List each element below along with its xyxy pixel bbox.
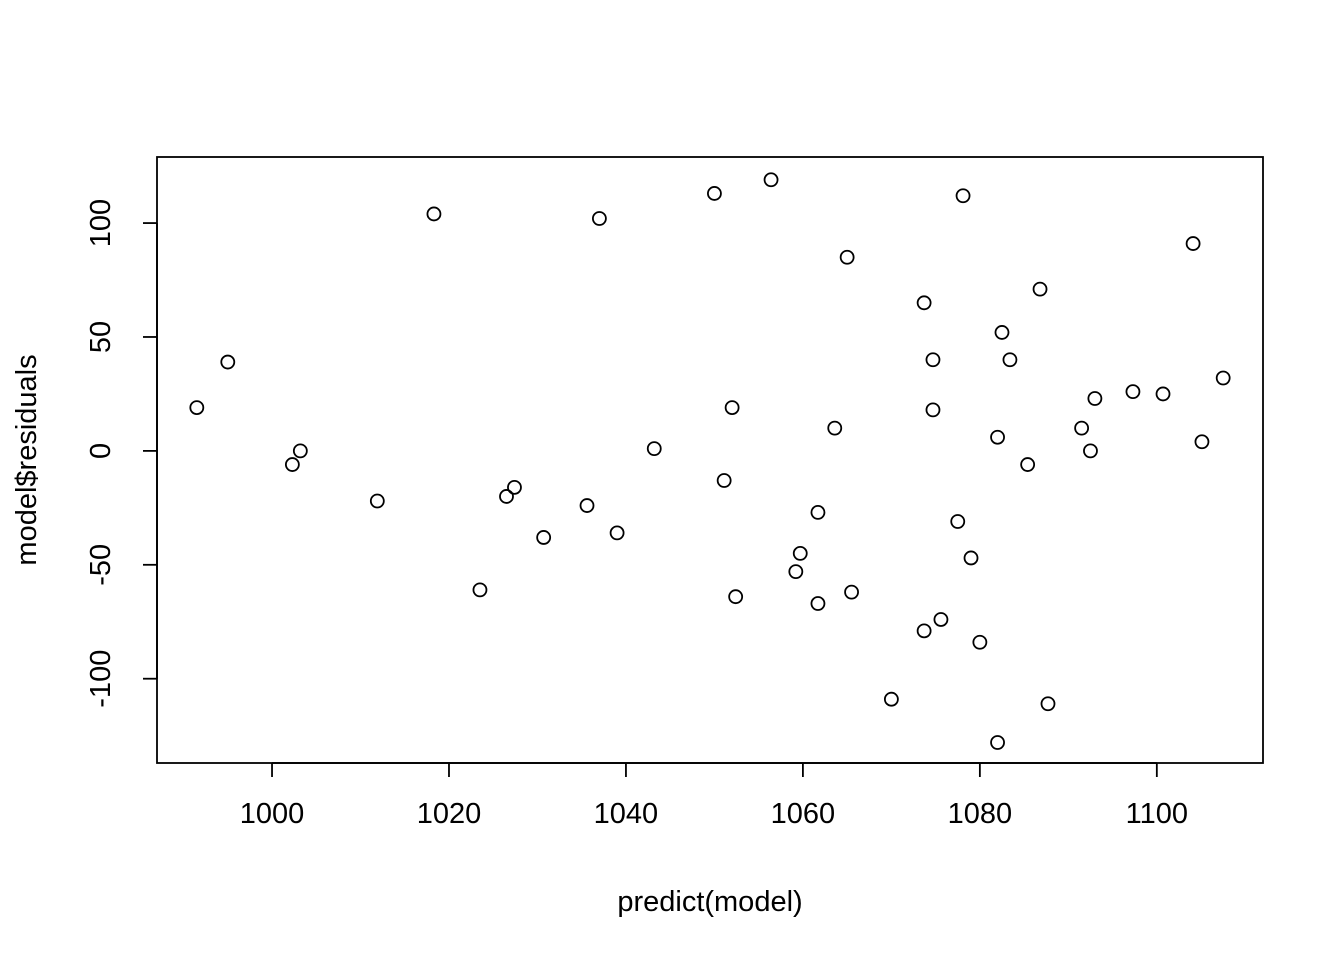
data-point xyxy=(810,504,826,520)
data-point xyxy=(963,550,979,566)
data-point xyxy=(499,489,514,504)
data-point xyxy=(1087,391,1103,406)
x-tick-label: 1080 xyxy=(948,798,1013,830)
data-point xyxy=(426,206,442,222)
data-point xyxy=(990,429,1005,445)
x-axis: 1000 1020 1040 1060 1080 1100 xyxy=(240,762,1188,830)
data-point xyxy=(1194,434,1210,450)
x-axis-label: predict(model) xyxy=(617,886,802,918)
data-point xyxy=(189,400,205,416)
data-point xyxy=(990,735,1005,750)
data-point xyxy=(1185,236,1201,251)
data-point xyxy=(916,623,932,639)
y-tick-label: -100 xyxy=(85,650,117,708)
data-point xyxy=(763,172,779,188)
data-point xyxy=(933,612,949,627)
data-point xyxy=(646,441,662,457)
y-tick-label: 100 xyxy=(85,199,117,247)
data-point xyxy=(810,596,826,611)
x-tick-label: 1020 xyxy=(417,798,482,830)
data-point xyxy=(925,352,941,368)
data-point xyxy=(1215,370,1231,386)
data-point xyxy=(592,211,607,226)
y-axis: -100 -50 0 50 100 xyxy=(85,199,158,708)
y-tick-label: 0 xyxy=(85,443,117,459)
data-point xyxy=(844,584,859,600)
data-point xyxy=(724,400,740,416)
data-point xyxy=(284,457,300,472)
data-point xyxy=(369,493,385,509)
data-point xyxy=(507,479,522,495)
x-tick-label: 1000 xyxy=(240,798,305,830)
data-point xyxy=(472,582,488,598)
data-point xyxy=(609,525,625,541)
data-point xyxy=(1155,386,1171,402)
y-tick-label: 50 xyxy=(85,321,117,353)
data-points xyxy=(189,172,1231,750)
data-point xyxy=(579,498,595,513)
data-point xyxy=(220,354,236,370)
data-point xyxy=(792,546,808,561)
data-point xyxy=(1032,281,1048,297)
x-tick-label: 1100 xyxy=(1126,798,1188,830)
data-point xyxy=(950,514,966,529)
data-point xyxy=(955,188,971,204)
plot-frame xyxy=(156,156,1264,764)
data-point xyxy=(707,186,722,201)
data-point xyxy=(1002,352,1018,368)
data-point xyxy=(728,589,744,605)
data-point xyxy=(292,443,308,459)
data-point xyxy=(839,249,855,265)
y-tick-label: -50 xyxy=(85,544,117,586)
data-point xyxy=(716,473,732,488)
data-point xyxy=(1020,457,1036,472)
data-point xyxy=(994,325,1010,340)
data-point xyxy=(1125,384,1141,400)
data-point xyxy=(827,420,843,436)
x-tick-label: 1060 xyxy=(771,798,836,830)
data-point xyxy=(1074,420,1090,436)
y-axis-label: model$residuals xyxy=(11,354,43,565)
data-point xyxy=(925,402,941,418)
x-tick-label: 1040 xyxy=(594,798,659,830)
data-point xyxy=(788,564,804,580)
data-point xyxy=(972,634,988,650)
data-point xyxy=(1083,443,1098,459)
data-point xyxy=(916,295,932,311)
data-point xyxy=(1040,696,1056,712)
data-point xyxy=(536,530,552,545)
data-point xyxy=(883,691,899,707)
